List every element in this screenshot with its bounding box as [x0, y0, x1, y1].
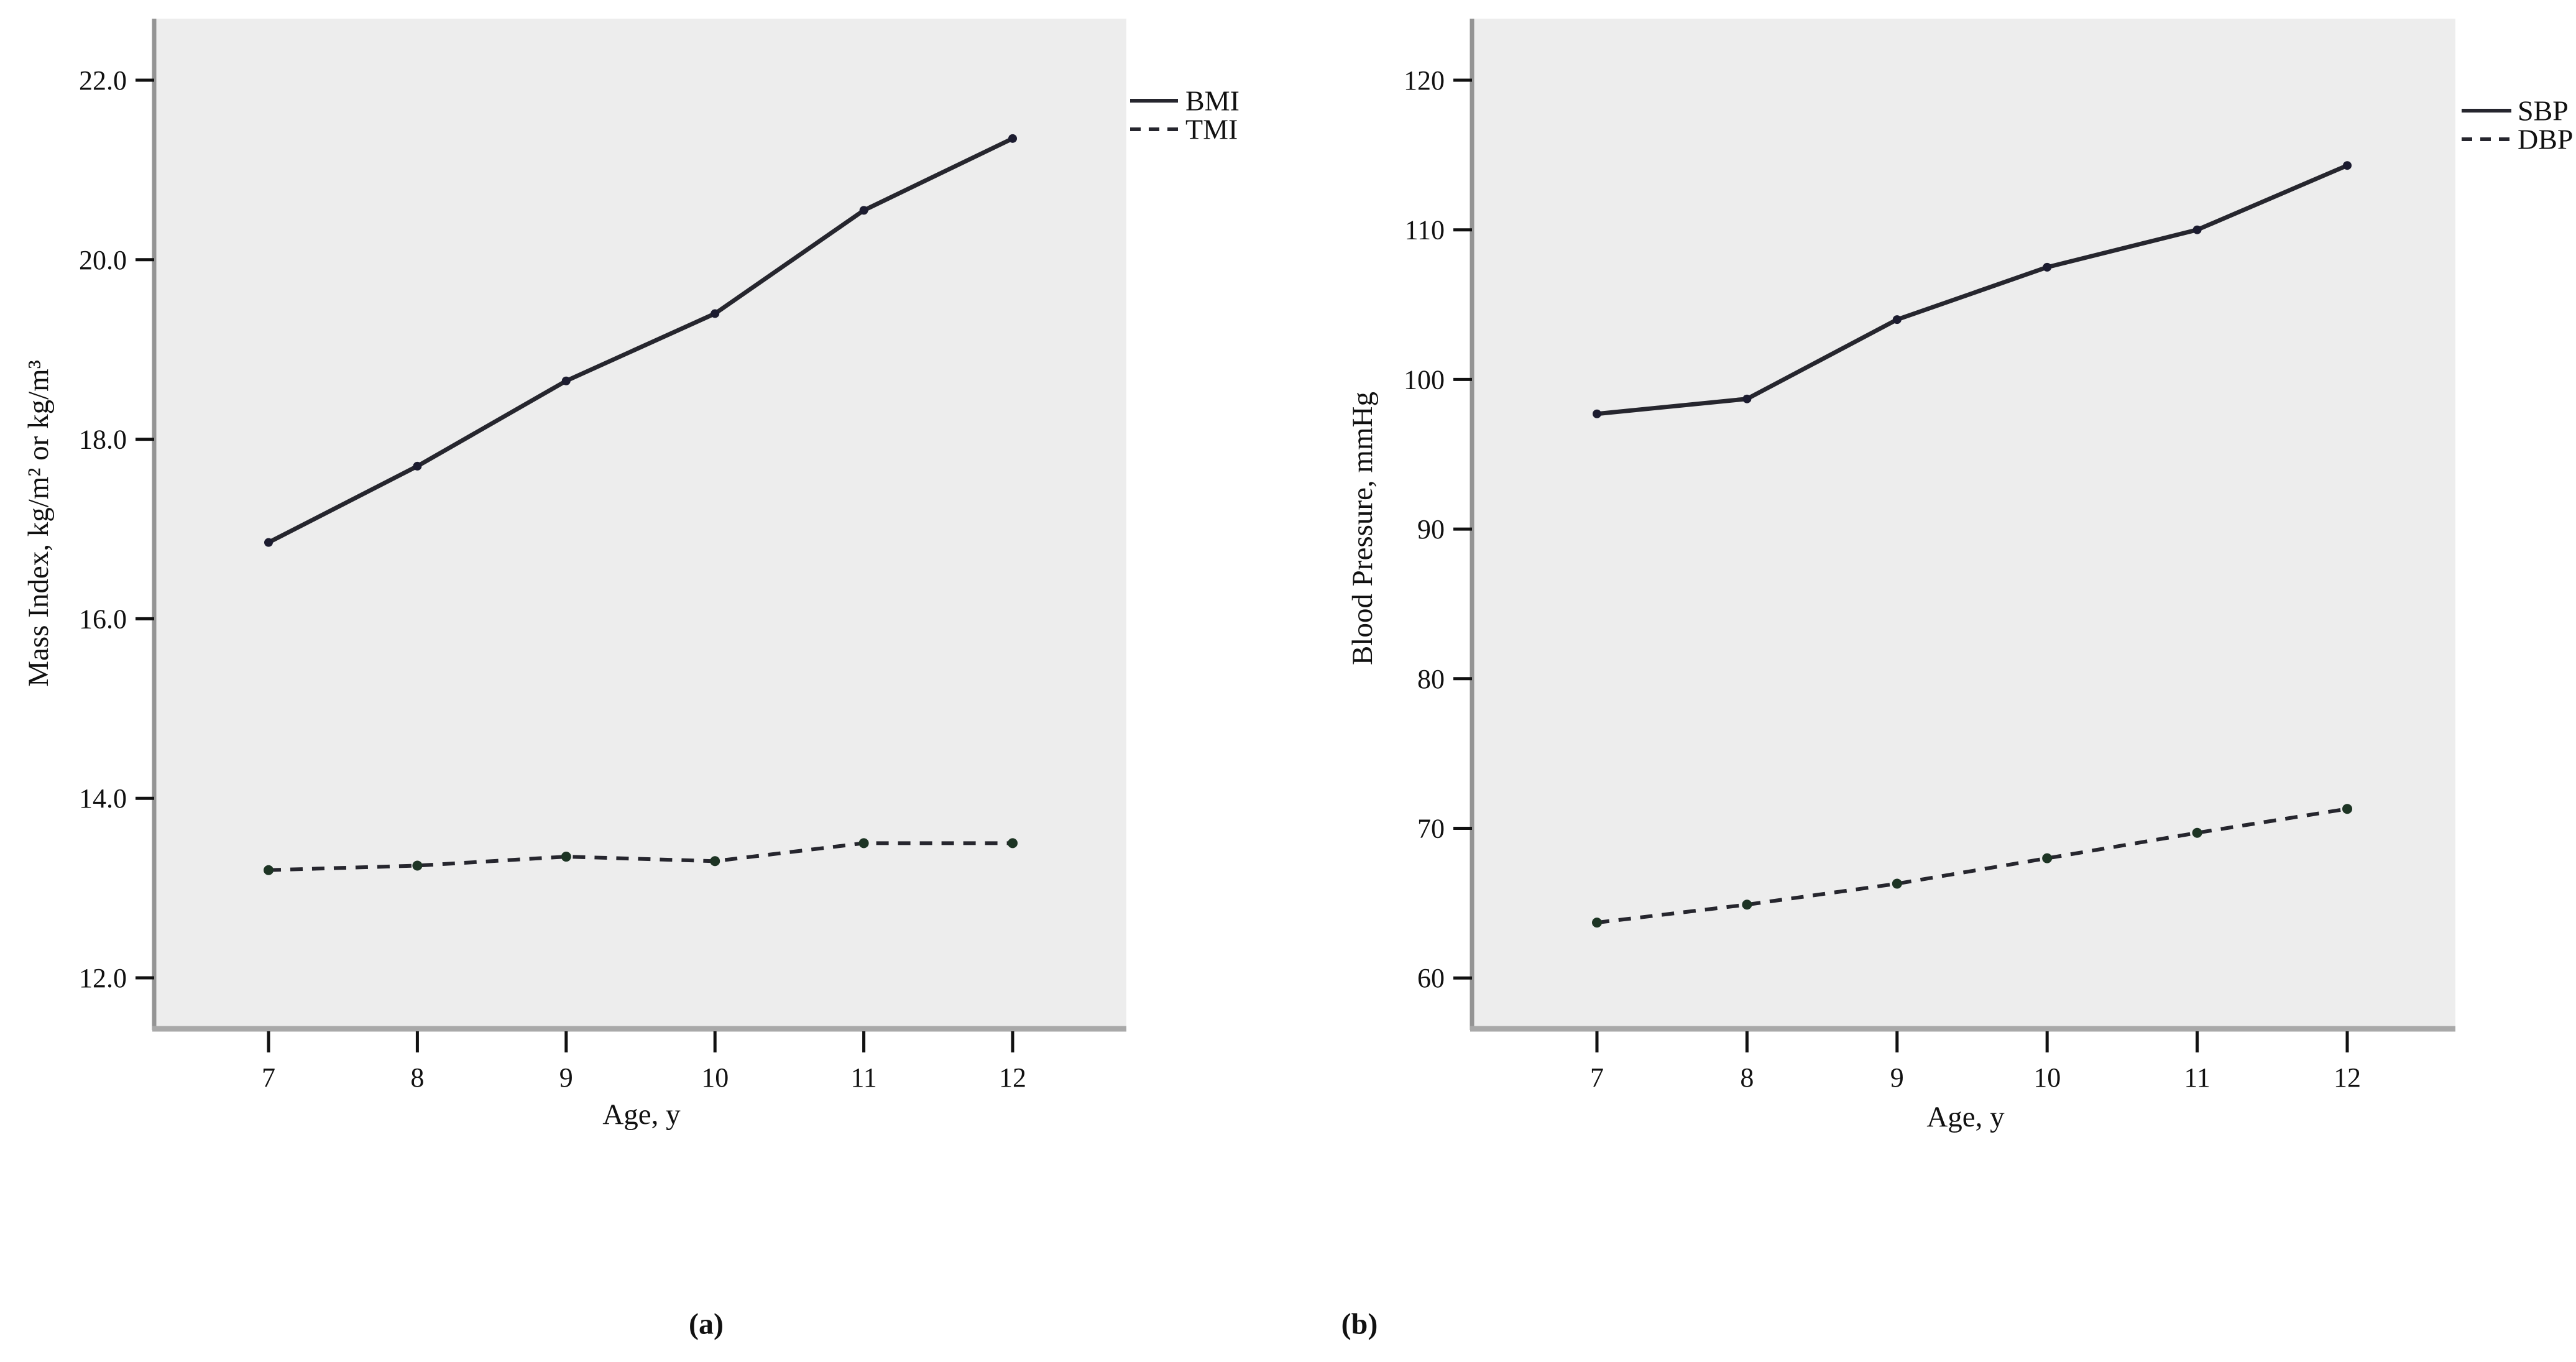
plot-area-a — [154, 19, 1126, 1028]
y-tick-label: 120 — [1404, 65, 1445, 96]
y-tick-label: 12.0 — [79, 963, 127, 993]
series-marker-tmi — [561, 852, 571, 862]
series-marker-bmi — [711, 309, 720, 318]
x-tick-label: 7 — [262, 1062, 275, 1093]
series-marker-tmi — [264, 865, 274, 875]
y-tick-label: 70 — [1417, 814, 1445, 844]
x-tick-label: 9 — [1890, 1062, 1904, 1093]
series-marker-tmi — [858, 838, 869, 849]
series-marker-sbp — [1593, 409, 1601, 418]
plot-area-b — [1472, 19, 2455, 1028]
chart-b: 60 70 80 90 100 110 120 7 8 9 10 11 12 — [1404, 19, 2511, 1093]
chart-b-x-axis-label: Age, y — [1926, 1101, 2005, 1133]
series-marker-sbp — [2043, 262, 2052, 272]
series-marker-sbp — [1742, 394, 1752, 403]
caption-panel-a: (a) — [689, 1307, 724, 1341]
x-tick-label: 11 — [850, 1062, 876, 1093]
x-tick-label: 8 — [1740, 1062, 1754, 1093]
y-tick-label: 16.0 — [79, 604, 127, 634]
series-marker-dbp — [2192, 827, 2202, 838]
y-tick-label: 110 — [1405, 215, 1445, 246]
series-marker-bmi — [413, 461, 422, 471]
series-marker-sbp — [2192, 225, 2202, 234]
chart-b-legend-label-sbp: SBP — [2518, 94, 2569, 127]
series-line-bmi — [267, 136, 1014, 545]
y-tick-label: 18.0 — [79, 425, 127, 455]
series-marker-dbp — [1892, 878, 1902, 889]
y-tick-label: 20.0 — [79, 245, 127, 275]
chart-a-legend-label-bmi: BMI — [1185, 85, 1240, 117]
series-marker-bmi — [859, 206, 868, 215]
series-marker-bmi — [264, 538, 273, 547]
series-marker-tmi — [412, 860, 423, 871]
y-tick-label: 22.0 — [79, 65, 127, 96]
chart-a-y-axis-label: Mass Index, kg/m² or kg/m³ — [22, 360, 55, 687]
chart-a-x-axis-label: Age, y — [602, 1098, 681, 1131]
x-tick-label: 12 — [2334, 1062, 2361, 1093]
series-line-sbp — [1596, 163, 2348, 416]
y-tick-label: 90 — [1417, 514, 1445, 545]
x-tick-label: 7 — [1590, 1062, 1604, 1093]
x-tick-label: 11 — [2184, 1062, 2210, 1093]
y-tick-label: 100 — [1404, 364, 1445, 395]
chart-b-legend-label-dbp: DBP — [2518, 123, 2574, 155]
y-tick-label: 80 — [1417, 664, 1445, 694]
x-tick-label: 12 — [999, 1062, 1026, 1093]
series-marker-dbp — [2042, 853, 2053, 863]
series-marker-dbp — [2342, 804, 2352, 814]
series-marker-dbp — [1592, 918, 1602, 928]
series-marker-tmi — [1008, 838, 1018, 849]
series-marker-sbp — [2343, 161, 2352, 170]
caption-panel-b: (b) — [1341, 1307, 1378, 1341]
series-marker-sbp — [1892, 315, 1902, 324]
y-tick-label: 14.0 — [79, 783, 127, 814]
chart-a-legend-label-tmi: TMI — [1185, 113, 1238, 145]
x-tick-label: 10 — [701, 1062, 729, 1093]
series-line-tmi — [268, 841, 1013, 872]
x-tick-label: 8 — [410, 1062, 424, 1093]
y-tick-label: 60 — [1417, 963, 1445, 993]
series-marker-bmi — [1008, 134, 1017, 143]
x-tick-label: 9 — [559, 1062, 573, 1093]
series-marker-dbp — [1742, 900, 1752, 910]
series-line-dbp — [1596, 807, 2348, 925]
chart-a: 12.0 14.0 16.0 18.0 20.0 22.0 7 8 9 10 11 12 — [79, 19, 1178, 1093]
series-marker-tmi — [710, 856, 720, 867]
x-tick-label: 10 — [2033, 1062, 2061, 1093]
chart-b-y-axis-label: Blood Pressure, mmHg — [1346, 392, 1379, 665]
series-marker-bmi — [561, 376, 571, 385]
